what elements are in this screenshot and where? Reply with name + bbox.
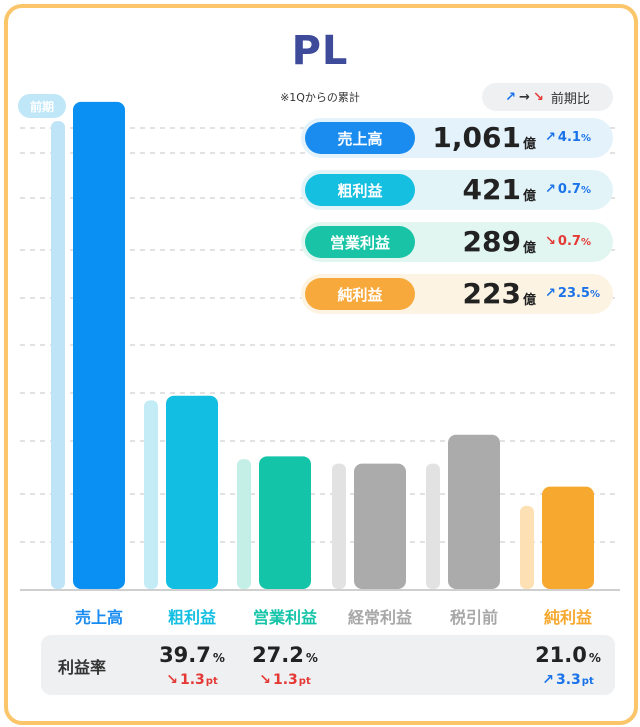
kpi-value: 1,061	[432, 121, 521, 154]
bar-previous-4	[426, 463, 440, 589]
arrow-up-icon: ↗	[545, 130, 556, 145]
kpi-change-value: 4.1	[557, 130, 581, 145]
kpi-value: 421	[462, 173, 521, 206]
page-title: PL	[291, 28, 349, 74]
x-tick-label: 経常利益	[347, 608, 412, 627]
legend-pill: ↗ → ↘ 前期比	[482, 83, 613, 111]
margin-rate-change: ↘ 1.3pt	[238, 672, 332, 688]
page-subtitle: ※1Qからの累計	[280, 91, 360, 104]
bar-previous-3	[332, 463, 346, 589]
arrow-down-icon: ↘	[166, 672, 178, 688]
bar-current-5	[542, 486, 594, 589]
kpi-change-value: 23.5	[557, 286, 590, 301]
margin-label: 利益率	[58, 658, 107, 677]
kpi-badge: 純利益	[305, 278, 415, 310]
margin-rate-unit: %	[212, 651, 225, 665]
kpi-unit: 億	[523, 241, 537, 256]
kpi-row: 売上高 1,061 億 ↗ 4.1%	[301, 118, 613, 158]
arrow-up-icon: ↗	[505, 89, 517, 105]
kpi-change: ↘ 0.7%	[545, 234, 609, 249]
margin-change-value: 1.3	[179, 672, 205, 688]
margin-rate-change: ↘ 1.3pt	[145, 672, 239, 688]
bar-current-0	[73, 101, 125, 590]
kpi-badge: 売上高	[305, 122, 415, 154]
bar-previous-0	[51, 121, 65, 589]
kpi-row: 粗利益 421 億 ↗ 0.7%	[301, 170, 613, 210]
kpi-unit: 億	[523, 293, 537, 308]
margin-rate-number: 39.7	[159, 643, 211, 667]
x-tick-label: 純利益	[543, 608, 592, 627]
kpi-badge: 営業利益	[305, 226, 415, 258]
margin-rate-unit: %	[588, 651, 601, 665]
kpi-change-unit: %	[580, 133, 591, 144]
kpi-unit: 億	[523, 189, 537, 204]
arrow-up-icon: ↗	[542, 672, 554, 688]
x-tick-label: 税引前	[449, 608, 498, 627]
kpi-change-unit: %	[580, 237, 591, 248]
margin-rate-number: 21.0	[535, 643, 587, 667]
kpi-change: ↗ 23.5%	[545, 286, 609, 301]
kpi-row: 営業利益 289 億 ↘ 0.7%	[301, 222, 613, 262]
arrow-up-icon: ↗	[545, 182, 556, 197]
arrow-down-icon: ↘	[545, 234, 556, 249]
previous-period-tag: 前期	[18, 94, 66, 118]
kpi-change-unit: %	[580, 185, 591, 196]
margin-rate-unit: %	[305, 651, 318, 665]
margin-change-unit: pt	[581, 676, 594, 687]
kpi-change: ↗ 0.7%	[545, 182, 609, 197]
bar-current-1	[166, 395, 218, 589]
margin-change-unit: pt	[298, 676, 311, 687]
bar-current-2	[259, 456, 311, 589]
margin-rate-value: 39.7%	[145, 643, 239, 667]
margin-rate-value: 27.2%	[238, 643, 332, 667]
bar-previous-1	[144, 400, 158, 589]
margin-change-unit: pt	[205, 676, 218, 687]
margin-rate-value: 21.0%	[521, 643, 615, 667]
kpi-change-unit: %	[589, 289, 601, 300]
bar-previous-2	[237, 459, 251, 589]
margin-rate-number: 27.2	[252, 643, 304, 667]
bar-current-4	[448, 434, 500, 589]
kpi-value: 289	[462, 225, 521, 258]
bar-previous-5	[520, 505, 534, 589]
arrow-down-icon: ↘	[532, 89, 544, 105]
kpi-badge: 粗利益	[305, 174, 415, 206]
kpi-change: ↗ 4.1%	[545, 130, 609, 145]
x-tick-label: 営業利益	[252, 608, 317, 627]
kpi-change-value: 0.7	[557, 182, 581, 197]
kpi-value: 223	[462, 277, 521, 310]
margin-rate-change: ↗ 3.3pt	[521, 672, 615, 688]
kpi-row: 純利益 223 億 ↗ 23.5%	[301, 274, 613, 314]
margin-change-value: 3.3	[555, 672, 581, 688]
x-tick-label: 売上高	[74, 608, 123, 627]
arrow-right-icon: →	[519, 89, 530, 105]
kpi-change-value: 0.7	[557, 234, 581, 249]
legend-label: 前期比	[550, 91, 590, 107]
x-tick-label: 粗利益	[167, 608, 216, 627]
arrow-up-icon: ↗	[545, 286, 556, 301]
arrow-down-icon: ↘	[259, 672, 271, 688]
margin-change-value: 1.3	[272, 672, 298, 688]
bar-current-3	[354, 463, 406, 589]
kpi-unit: 億	[523, 137, 537, 152]
margin-box	[41, 635, 615, 695]
